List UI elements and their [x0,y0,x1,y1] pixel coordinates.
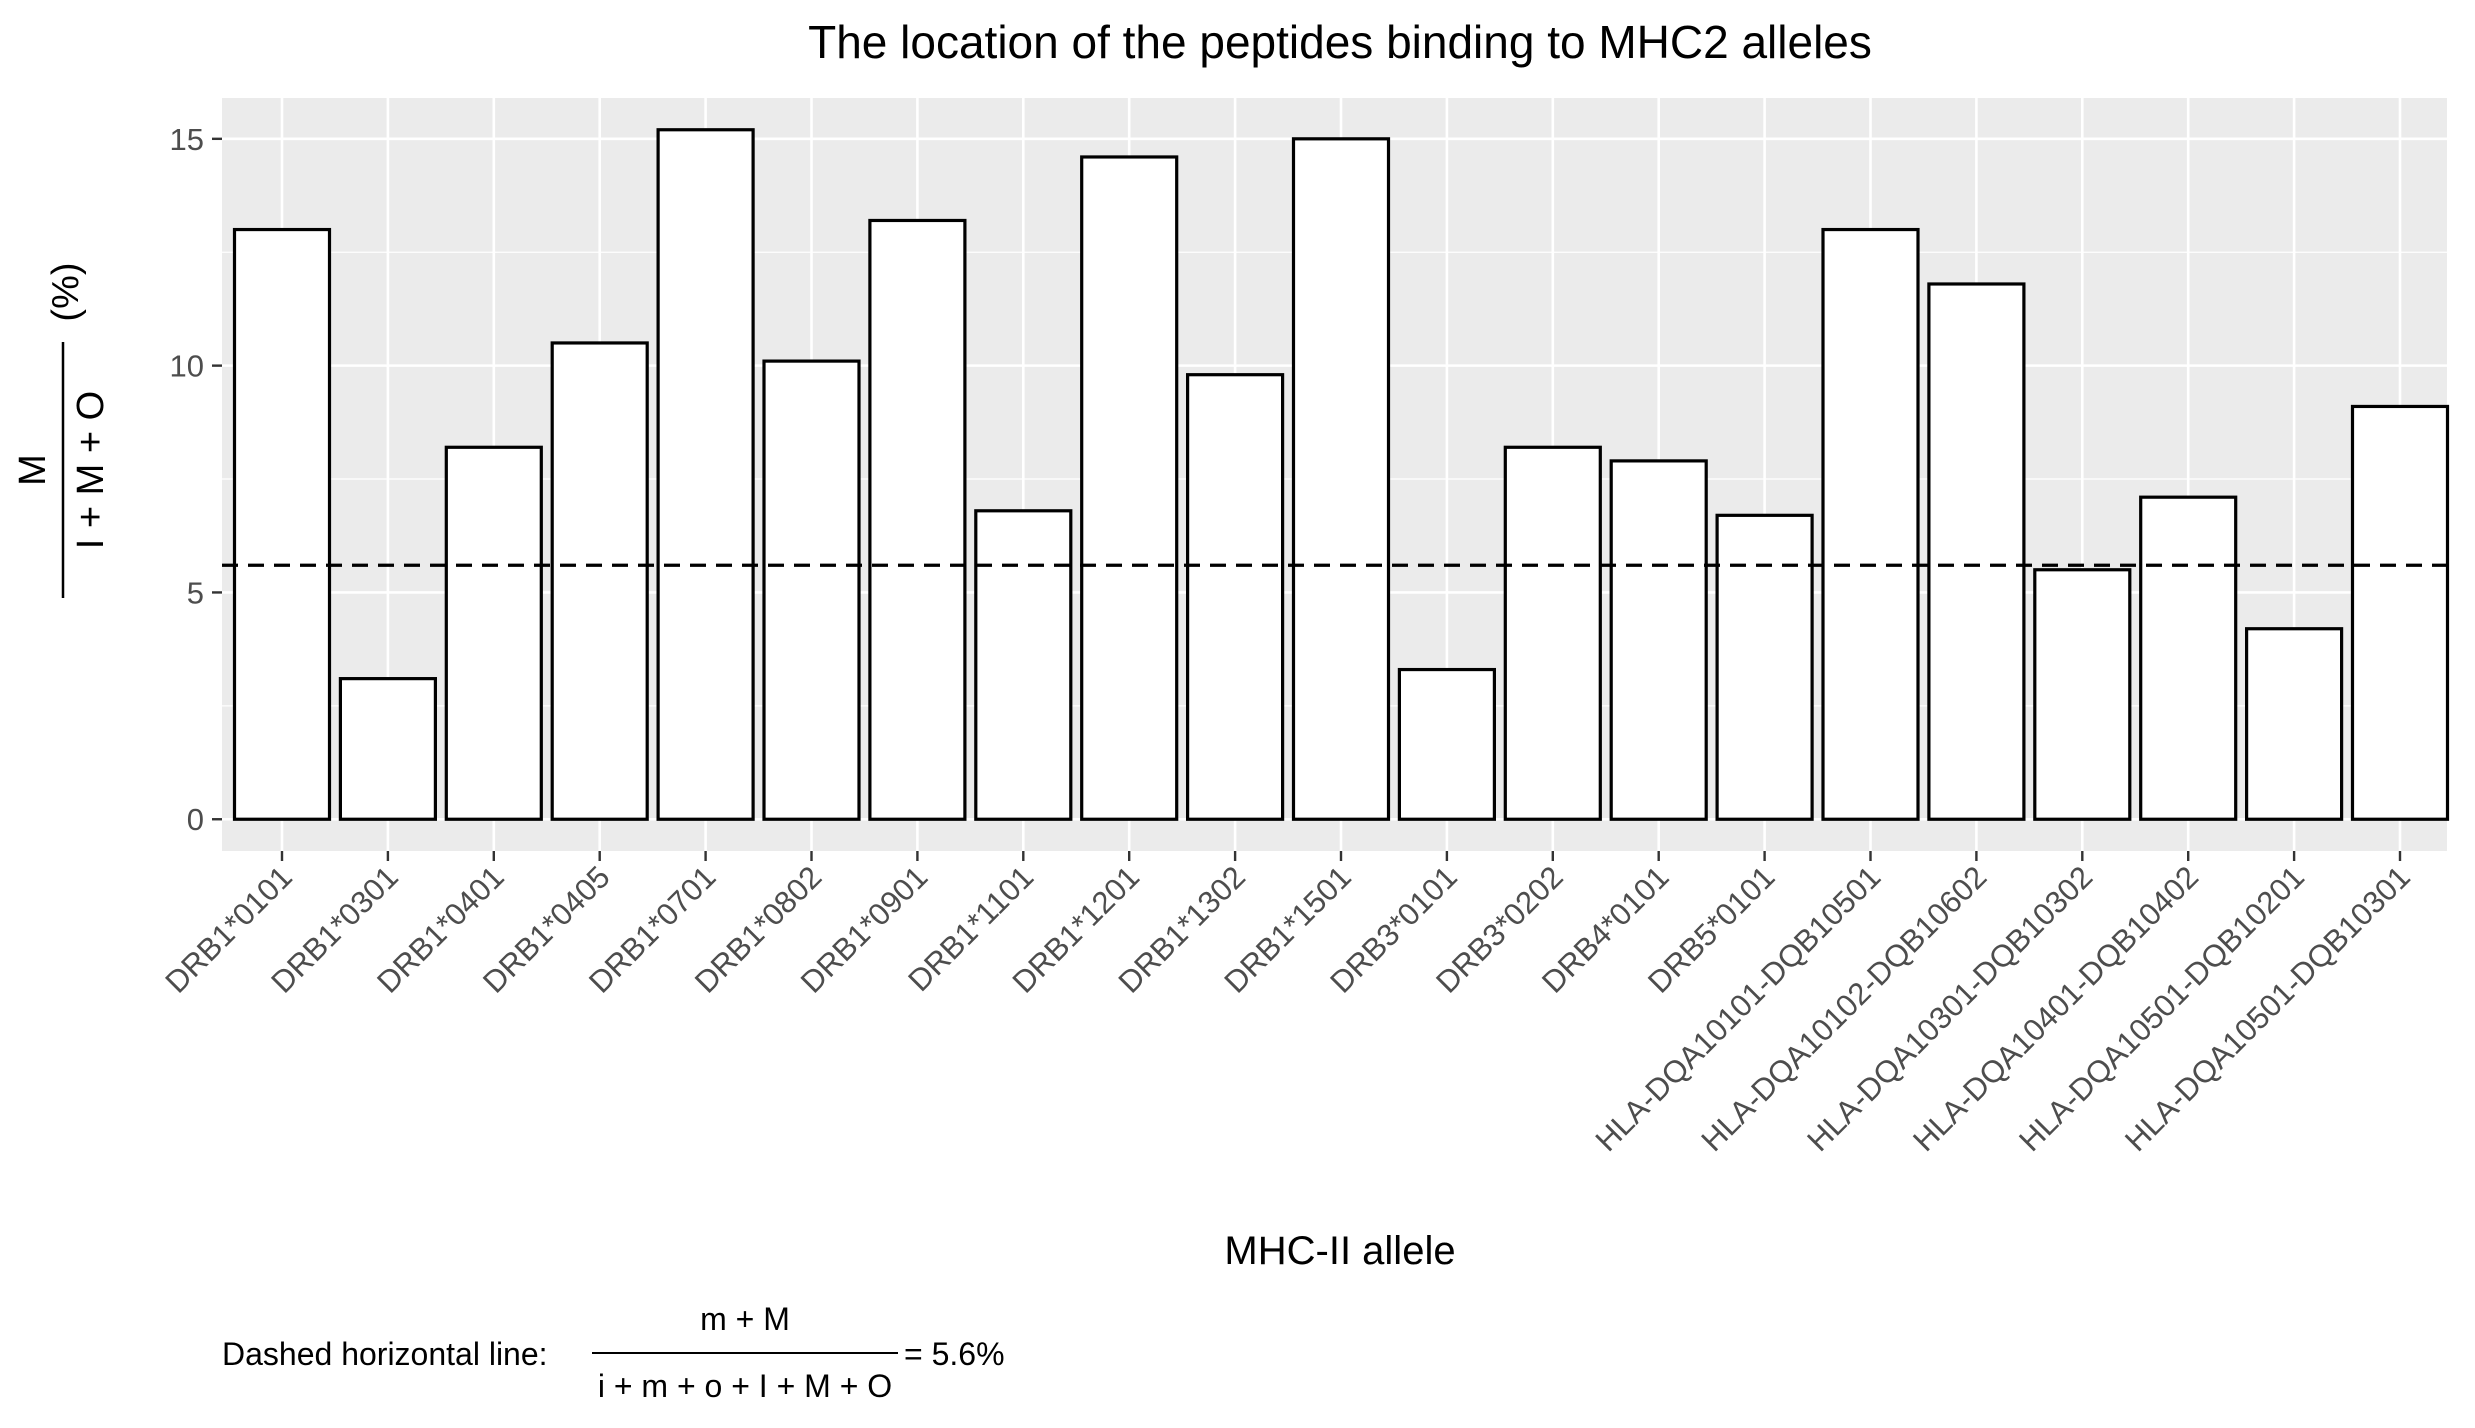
caption-numerator: m + M [700,1301,790,1337]
bar [1397,667,1497,821]
bar [656,128,755,821]
chart-title: The location of the peptides binding to … [808,16,1872,68]
bar [550,341,649,821]
caption-denominator: i + m + o + I + M + O [598,1368,892,1404]
caption-prefix: Dashed horizontal line: [222,1336,548,1372]
x-axis: DRB1*0101DRB1*0301DRB1*0401DRB1*0405DRB1… [158,851,2417,1158]
y-tick-label: 15 [170,122,204,157]
bar [1609,459,1708,821]
y-tick-label: 10 [170,349,204,384]
bar [762,359,861,821]
bar [2350,404,2450,821]
y-label-numerator: M [12,454,54,486]
bars [232,128,2450,821]
bar [1715,513,1814,821]
y-tick-label: 5 [187,575,204,610]
y-axis: 0 5 10 15 [170,122,222,837]
bar [974,509,1073,821]
bar [2033,568,2132,821]
bar [2139,495,2238,821]
bar [868,218,967,821]
y-axis-label: M I + M + O (%) [12,262,112,598]
bar [1927,282,2026,821]
y-tick-label: 0 [187,802,204,837]
bar [338,677,437,821]
bar [444,445,543,821]
bar [232,227,332,821]
bar [1291,137,1391,821]
y-label-denominator: I + M + O [70,391,112,549]
bar [1080,155,1179,821]
x-axis-label: MHC-II allele [1224,1229,1455,1273]
caption: Dashed horizontal line: m + M i + m + o … [222,1301,1005,1404]
bar [1185,373,1285,821]
bar [1503,445,1602,821]
y-label-suffix: (%) [45,262,87,321]
bar [1821,227,1920,821]
caption-result: = 5.6% [904,1336,1005,1372]
bar [2245,627,2344,821]
